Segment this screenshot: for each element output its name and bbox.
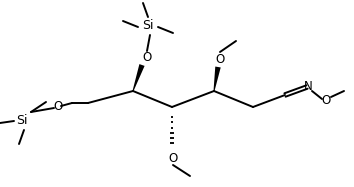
Text: N: N: [304, 79, 312, 93]
Polygon shape: [213, 67, 221, 91]
Polygon shape: [132, 64, 144, 91]
Text: O: O: [169, 151, 178, 165]
Text: O: O: [53, 99, 63, 113]
Text: O: O: [142, 50, 152, 64]
Text: O: O: [321, 94, 331, 107]
Text: Si: Si: [16, 114, 28, 126]
Text: Si: Si: [142, 19, 154, 31]
Text: O: O: [215, 53, 225, 65]
